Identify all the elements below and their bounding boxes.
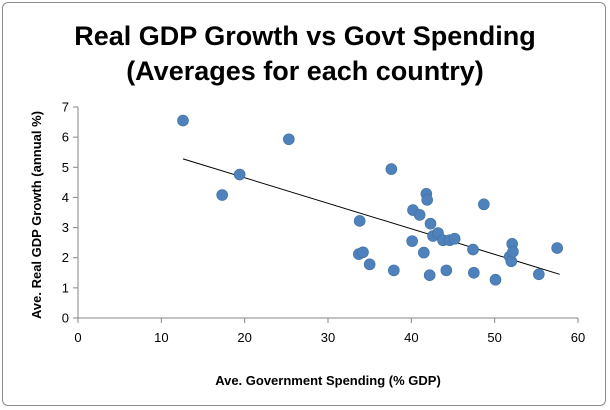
data-point [283, 133, 295, 146]
data-point [533, 268, 545, 281]
x-tick-label: 10 [154, 330, 168, 345]
data-point [489, 273, 502, 286]
y-tick-labels: 0 1 2 3 4 5 6 7 [62, 100, 78, 326]
y-tick-label: 0 [62, 311, 69, 326]
x-tick-label: 40 [404, 330, 418, 345]
data-point [505, 255, 518, 268]
data-point [406, 235, 418, 247]
data-point [357, 246, 369, 259]
data-point [177, 114, 189, 127]
x-tick-label: 30 [321, 330, 335, 345]
x-tick-label: 0 [74, 330, 81, 345]
data-point [233, 168, 246, 181]
data-point [424, 217, 437, 230]
data-point [388, 264, 400, 277]
y-axis-label: Ave. Real GDP Growth (annual %) [29, 111, 44, 319]
x-tick-label: 20 [237, 330, 251, 345]
y-tick-label: 1 [62, 280, 69, 295]
x-tick-labels: 0 10 20 30 40 50 60 [74, 318, 585, 345]
y-tick-label: 7 [62, 100, 69, 115]
y-tick-label: 3 [62, 220, 69, 235]
y-tick-label: 5 [62, 160, 69, 175]
x-tick-label: 50 [487, 330, 501, 345]
y-tick-label: 4 [62, 190, 69, 205]
chart-title-line-2: (Averages for each country) [126, 56, 484, 86]
data-point [551, 242, 563, 254]
y-tick-label: 2 [62, 250, 69, 265]
data-point [467, 243, 479, 256]
data-point [440, 264, 453, 277]
data-point [478, 198, 490, 211]
data-point [385, 163, 398, 175]
data-point [353, 215, 366, 227]
data-point [423, 269, 436, 281]
data-point [216, 189, 228, 201]
data-point [448, 232, 461, 245]
chart-frame [2, 2, 606, 406]
data-point [363, 258, 376, 271]
x-tick-label: 60 [571, 330, 585, 345]
data-point [421, 194, 433, 206]
trendline [182, 158, 560, 275]
axes [77, 107, 578, 319]
data-point [507, 245, 519, 258]
data-point [413, 209, 426, 221]
x-axis-label: Ave. Government Spending (% GDP) [215, 373, 441, 388]
chart-title-line-1: Real GDP Growth vs Govt Spending [74, 21, 536, 51]
data-point [468, 266, 480, 279]
trendline-group [182, 158, 560, 275]
data-points [177, 114, 563, 286]
data-point [418, 246, 430, 259]
y-tick-label: 6 [62, 130, 69, 145]
